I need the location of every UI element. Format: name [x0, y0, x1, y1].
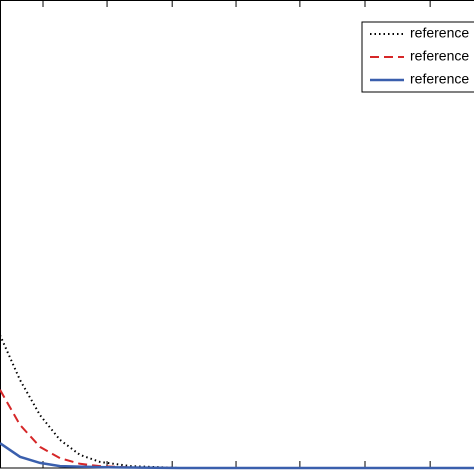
legend-label: reference [410, 25, 469, 41]
legend-label: reference [410, 48, 469, 64]
series-line [0, 389, 474, 469]
series-line [0, 442, 474, 470]
series-line [0, 334, 474, 469]
legend-label: reference [410, 71, 469, 87]
